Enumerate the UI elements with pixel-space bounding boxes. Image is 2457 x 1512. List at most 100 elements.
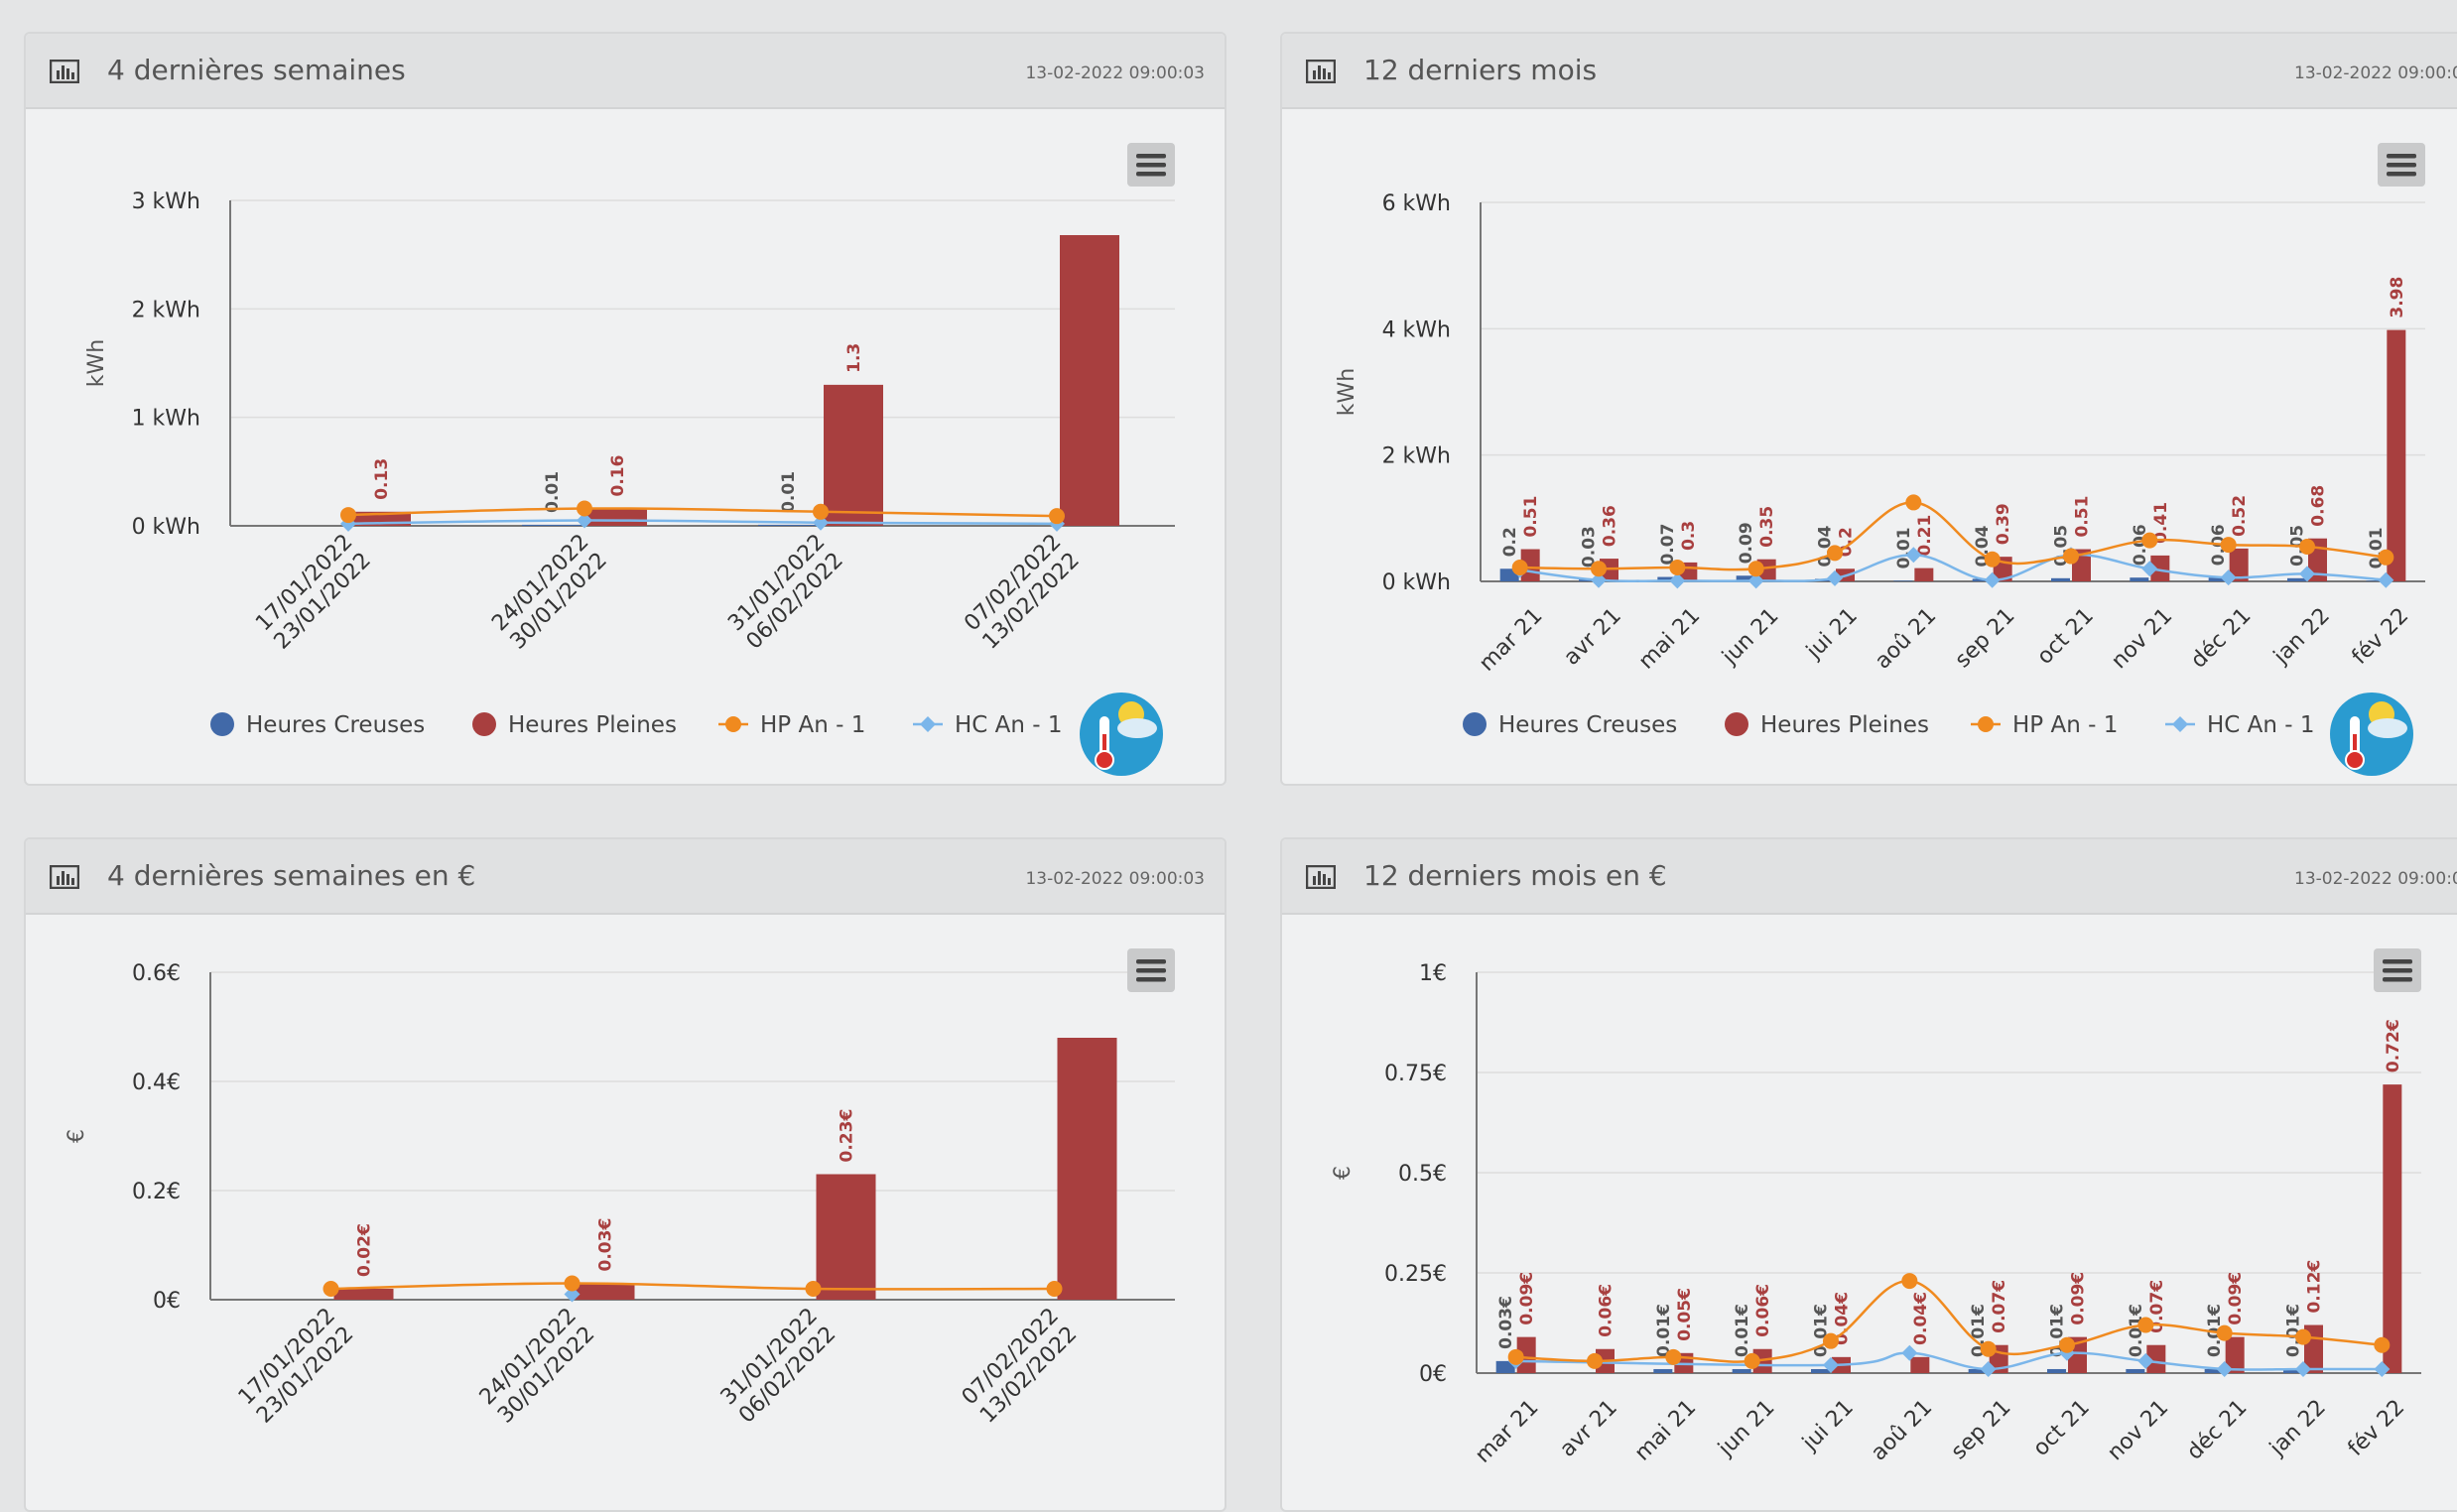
data-label-hc: 0.09 bbox=[1737, 522, 1756, 564]
hc-prev-point bbox=[2295, 1360, 2311, 1377]
bar-heures-pleines bbox=[1060, 234, 1119, 526]
weather-thermometer-icon[interactable] bbox=[2330, 693, 2413, 776]
bar-heures-pleines bbox=[2150, 555, 2170, 581]
bar-heures-creuses bbox=[1968, 1368, 1988, 1373]
bar-heures-creuses bbox=[1653, 1368, 1673, 1373]
data-label-hc: 0.03 bbox=[1580, 526, 1600, 567]
panel-title: 4 dernières semaines en € bbox=[107, 859, 476, 892]
hp-prev-point bbox=[1669, 559, 1686, 575]
menu-bar bbox=[2383, 977, 2412, 982]
data-label-hp: 0.16 bbox=[608, 455, 628, 497]
data-label-hc: 0.01€ bbox=[2205, 1304, 2225, 1357]
panel-title: 4 dernières semaines bbox=[107, 54, 406, 86]
x-tick-text: mar 21 bbox=[1475, 603, 1548, 677]
x-tick-label: avr 21 bbox=[1559, 603, 1626, 671]
hamburger-menu-icon[interactable] bbox=[2374, 948, 2421, 992]
x-tick-label: nov 21 bbox=[2103, 1395, 2173, 1465]
hamburger-menu-icon[interactable] bbox=[1127, 143, 1175, 187]
panel-header: 4 dernières semaines en € 13-02-2022 09:… bbox=[26, 839, 1225, 915]
hamburger-menu-icon[interactable] bbox=[1127, 948, 1175, 992]
legend-item[interactable]: HP An - 1 bbox=[1971, 712, 2118, 738]
data-label-hp: 0.07€ bbox=[1990, 1280, 2009, 1333]
legend-item[interactable]: Heures Creuses bbox=[1463, 712, 1677, 738]
legend-marker bbox=[2172, 716, 2188, 732]
hp-prev-point bbox=[1905, 494, 1922, 511]
x-tick-text: jui 21 bbox=[1797, 1395, 1859, 1456]
x-tick-label: jun 21 bbox=[1713, 1395, 1779, 1461]
bar-heures-pleines bbox=[1914, 567, 1934, 581]
y-tick-label: 1€ bbox=[1419, 961, 1447, 986]
legend-item[interactable]: HC An - 1 bbox=[913, 712, 1063, 738]
hp-prev-point bbox=[2220, 537, 2237, 554]
x-tick-text: sep 21 bbox=[1947, 1395, 2016, 1464]
bar-heures-creuses bbox=[1732, 1368, 1751, 1373]
y-tick-label: 0.2€ bbox=[132, 1180, 181, 1204]
hp-prev-line bbox=[347, 507, 1058, 518]
bar-heures-pleines bbox=[2229, 548, 2249, 581]
x-tick-text: nov 21 bbox=[2107, 603, 2177, 674]
hc-prev-point bbox=[2137, 1352, 2154, 1369]
data-label-hp: 0.36 bbox=[1601, 505, 1620, 547]
data-label-hp: 0.52 bbox=[2230, 495, 2250, 537]
panel-weeks-kwh: 4 dernières semaines 13-02-2022 09:00:03… bbox=[24, 32, 1227, 786]
legend-item[interactable]: Heures Pleines bbox=[1725, 712, 1929, 738]
x-tick-text: aoû 21 bbox=[1867, 1395, 1937, 1465]
panel-months-eur: 12 derniers mois en € 13-02-2022 09:00:0… bbox=[1280, 837, 2457, 1512]
hp-prev-point bbox=[1591, 561, 1607, 577]
legend-item[interactable]: HC An - 1 bbox=[2165, 712, 2315, 738]
data-label-hp: 0.04€ bbox=[1911, 1292, 1931, 1345]
y-axis-title: kWh bbox=[1335, 368, 1359, 416]
panel-date: 13-02-2022 09:00:03 bbox=[2294, 63, 2457, 83]
bar-heures-creuses bbox=[522, 524, 582, 526]
data-label-hp: 0.09€ bbox=[2069, 1272, 2089, 1325]
data-label-hc: 0.01€ bbox=[1654, 1304, 1674, 1357]
menu-bar bbox=[2387, 163, 2416, 168]
legend-item[interactable]: HP An - 1 bbox=[718, 712, 865, 738]
hp-prev-point bbox=[2374, 1336, 2391, 1353]
menu-bar bbox=[1136, 959, 1166, 964]
data-label-hp: 0.06€ bbox=[1597, 1284, 1616, 1337]
x-tick-text: oct 21 bbox=[2032, 603, 2099, 670]
bar-heures-pleines bbox=[587, 508, 647, 526]
panel-date: 13-02-2022 09:00:03 bbox=[2294, 869, 2457, 889]
hp-prev-point bbox=[1747, 561, 1764, 577]
x-tick-label: sep 21 bbox=[1951, 603, 2020, 673]
weather-cloud bbox=[1117, 718, 1157, 738]
hp-prev-point bbox=[1507, 1348, 1524, 1365]
x-tick-label: aoû 21 bbox=[1867, 1395, 1937, 1465]
x-tick-label: aoû 21 bbox=[1871, 603, 1941, 674]
y-tick-label: 0.6€ bbox=[132, 961, 181, 986]
legend-item[interactable]: Heures Pleines bbox=[472, 712, 677, 738]
data-label-hc: 0.2 bbox=[1500, 527, 1520, 557]
hp-prev-point bbox=[2059, 1336, 2075, 1353]
hc-prev-point bbox=[2220, 569, 2237, 586]
y-tick-label: 0.4€ bbox=[132, 1071, 181, 1095]
y-tick-label: 0€ bbox=[1419, 1362, 1447, 1387]
menu-bar bbox=[2383, 959, 2412, 964]
hc-prev-point bbox=[1747, 572, 1764, 589]
data-label-hp: 0.41 bbox=[2151, 502, 2171, 544]
legend-label: Heures Pleines bbox=[508, 712, 677, 738]
weather-thermometer-icon[interactable] bbox=[1080, 693, 1163, 776]
panel-months-kwh: 12 derniers mois 13-02-2022 09:00:03 0 k… bbox=[1280, 32, 2457, 786]
x-tick-label: jan 22 bbox=[2268, 603, 2335, 670]
hp-prev-point bbox=[2216, 1324, 2233, 1341]
x-tick-text: jan 22 bbox=[2264, 1395, 2331, 1461]
bar-heures-pleines bbox=[2383, 1084, 2402, 1373]
legend-label: HC An - 1 bbox=[955, 712, 1063, 738]
hc-prev-point bbox=[2216, 1360, 2233, 1377]
hp-prev-point bbox=[1827, 545, 1843, 562]
panel-header: 4 dernières semaines 13-02-2022 09:00:03 bbox=[26, 34, 1225, 109]
bar-chart-icon bbox=[50, 60, 79, 83]
hamburger-menu-icon[interactable] bbox=[2378, 143, 2425, 187]
bar-heures-creuses bbox=[1811, 1368, 1830, 1373]
legend-item[interactable]: Heures Creuses bbox=[210, 712, 425, 738]
menu-bar bbox=[1136, 968, 1166, 973]
menu-bar bbox=[1136, 977, 1166, 982]
weather-cloud bbox=[2368, 718, 2407, 738]
x-tick-label: nov 21 bbox=[2107, 603, 2177, 674]
